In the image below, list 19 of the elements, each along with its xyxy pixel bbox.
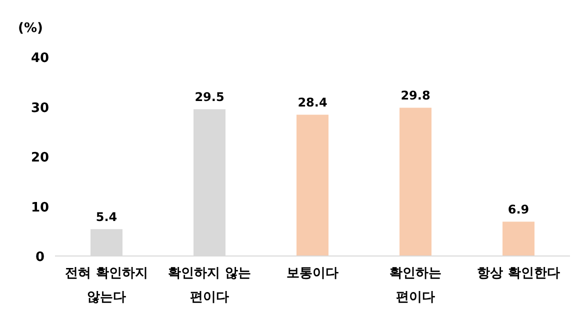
bar: [296, 114, 328, 256]
data-label: 28.4: [298, 96, 328, 110]
bar: [502, 222, 534, 256]
y-axis-title: (%): [18, 21, 43, 36]
x-tick-label: 항상 확인한다: [477, 266, 560, 281]
x-tick-label: 전혀 확인하지 않는다: [65, 266, 148, 305]
data-label: 29.8: [400, 88, 430, 103]
y-tick-label: 10: [30, 200, 50, 216]
y-tick-label: 40: [30, 51, 50, 66]
data-label: 29.5: [194, 90, 224, 104]
data-label: 6.9: [508, 202, 530, 217]
data-label: 5.4: [96, 210, 118, 224]
x-tick-label: 보통이다: [286, 266, 338, 281]
y-tick-label: 20: [30, 150, 50, 166]
bar: [400, 108, 432, 256]
x-tick-label: 확인하지 않는 편이다: [168, 266, 251, 305]
y-tick-label: 0: [35, 250, 45, 265]
x-tick-label: 확인하는 편이다: [390, 266, 442, 305]
y-tick-label: 30: [30, 100, 50, 116]
